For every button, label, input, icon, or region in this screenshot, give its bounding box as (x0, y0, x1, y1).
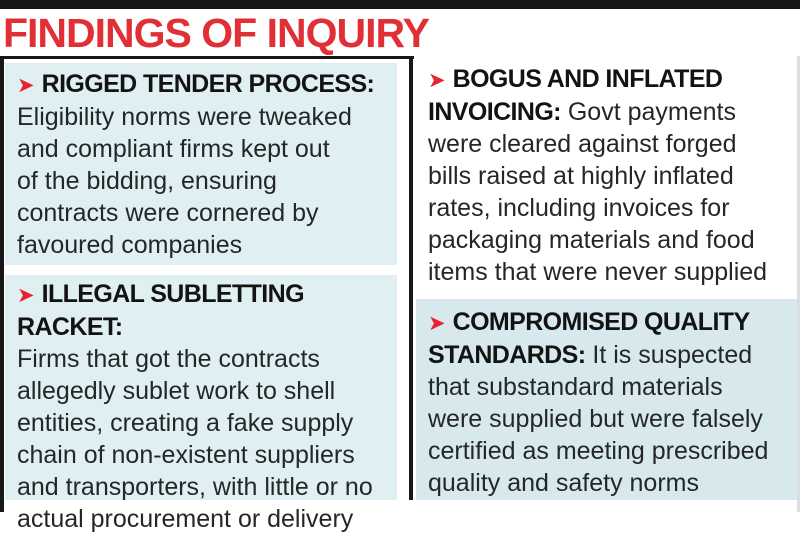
finding-section-rigged-tender: ➤ RIGGED TENDER PROCESS: Eligibility norm… (5, 63, 397, 265)
section-text: ➤ COMPROMISED QUALITY STANDARDS: It is su… (428, 306, 793, 499)
section-body: Govt payments were cleared against forge… (428, 98, 768, 286)
arrow-bullet-icon: ➤ (428, 68, 446, 92)
section-text: ➤ ILLEGAL SUBLETTING RACKET: Firms that g… (17, 278, 391, 535)
frame-right-border (797, 56, 800, 512)
title-band: FINDINGS OF INQUIRY (0, 9, 800, 56)
page-title: FINDINGS OF INQUIRY (3, 10, 430, 56)
section-header: RIGGED TENDER PROCESS: (41, 70, 375, 98)
column-divider (409, 56, 413, 500)
section-body: It is suspected that substandard materia… (428, 341, 769, 497)
section-body: Firms that got the contracts allegedly s… (17, 345, 373, 533)
finding-section-compromised-quality: ➤ COMPROMISED QUALITY STANDARDS: It is su… (416, 299, 797, 500)
section-text: ➤ RIGGED TENDER PROCESS: Eligibility norm… (17, 68, 389, 261)
section-header: COMPROMISED QUALITY STANDARDS: (428, 308, 750, 369)
frame-left-border (0, 56, 4, 512)
arrow-bullet-icon: ➤ (428, 311, 446, 335)
section-body: Eligibility norms were tweaked and compl… (17, 103, 352, 259)
section-header: BOGUS AND INFLATED INVOICING: (428, 65, 723, 126)
finding-section-bogus-invoicing: ➤ BOGUS AND INFLATED INVOICING: Govt paym… (414, 56, 797, 299)
frame-top-border (0, 56, 800, 59)
arrow-bullet-icon: ➤ (17, 283, 35, 307)
top-black-strip (0, 0, 800, 9)
section-header: ILLEGAL SUBLETTING RACKET: (17, 280, 305, 341)
finding-section-illegal-subletting: ➤ ILLEGAL SUBLETTING RACKET: Firms that g… (5, 275, 397, 533)
arrow-bullet-icon: ➤ (17, 73, 35, 97)
section-text: ➤ BOGUS AND INFLATED INVOICING: Govt paym… (428, 63, 795, 288)
